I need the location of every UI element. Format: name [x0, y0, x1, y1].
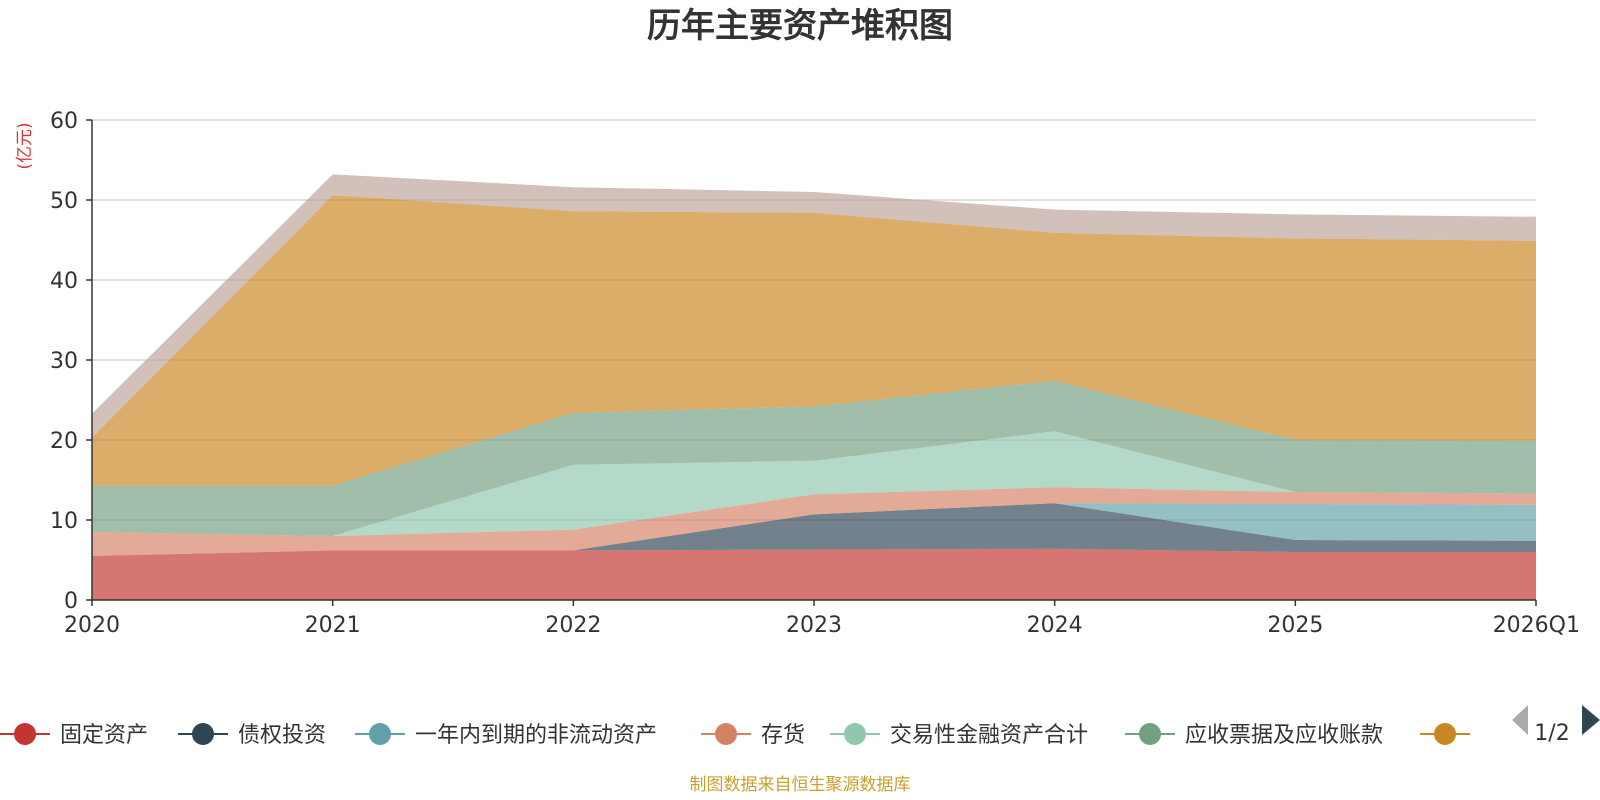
chart-title: 历年主要资产堆积图 — [647, 6, 953, 46]
data-source-footer: 制图数据来自恒生聚源数据库 — [690, 775, 911, 795]
area-series-6[interactable] — [92, 380, 1536, 536]
area-series-5[interactable] — [92, 431, 1536, 536]
legend-item-4[interactable]: 存货 — [701, 723, 805, 748]
x-tick-label: 2021 — [305, 613, 361, 638]
axes: 0 10 20 30 40 50 60 2020 2021 2022 2023 2024 2025 202… — [50, 109, 1580, 638]
legend-marker-icon — [844, 723, 866, 745]
x-tick-label: 2024 — [1027, 613, 1083, 638]
legend-page-indicator: 1/2 — [1534, 721, 1569, 746]
legend-item-7[interactable] — [1420, 723, 1470, 745]
legend-next-page-icon[interactable] — [1582, 705, 1600, 735]
y-tick-label: 60 — [50, 109, 78, 134]
y-tick-label: 40 — [50, 269, 78, 294]
y-axis-unit-label: (亿元) — [15, 122, 35, 169]
x-tick-label: 2025 — [1267, 613, 1323, 638]
legend-item-5[interactable]: 交易性金融资产合计 — [830, 723, 1088, 748]
legend[interactable]: 固定资产 债权投资 一年内到期的非流动资产 存货 交易性金融资产合计 应收票据及应收账款 — [0, 723, 1470, 748]
legend-item-2[interactable]: 债权投资 — [178, 723, 326, 748]
legend-item-6[interactable]: 应收票据及应收账款 — [1125, 723, 1383, 748]
legend-item-3[interactable]: 一年内到期的非流动资产 — [355, 723, 657, 748]
area-series-4[interactable] — [92, 487, 1536, 556]
area-series-2[interactable] — [92, 503, 1536, 556]
x-tick-label: 2026Q1 — [1493, 613, 1580, 638]
x-tick-label: 2022 — [545, 613, 601, 638]
legend-item-1[interactable]: 固定资产 — [0, 723, 148, 748]
legend-label: 存货 — [761, 723, 805, 748]
area-series-3[interactable] — [92, 503, 1536, 556]
legend-label: 固定资产 — [60, 723, 148, 748]
legend-pager: 1/2 — [1512, 705, 1600, 746]
legend-prev-page-icon[interactable] — [1512, 705, 1528, 735]
legend-marker-icon — [192, 723, 214, 745]
y-tick-label: 10 — [50, 509, 78, 534]
area-series-7[interactable] — [92, 195, 1536, 486]
x-tick-label: 2020 — [64, 613, 120, 638]
y-tick-label: 30 — [50, 349, 78, 374]
legend-marker-icon — [369, 723, 391, 745]
legend-label: 一年内到期的非流动资产 — [415, 723, 657, 748]
legend-label: 应收票据及应收账款 — [1185, 723, 1383, 748]
area-series-1[interactable] — [92, 548, 1536, 600]
area-series-group — [92, 174, 1536, 600]
legend-marker-icon — [1434, 723, 1456, 745]
y-tick-label: 50 — [50, 189, 78, 214]
legend-marker-icon — [715, 723, 737, 745]
legend-marker-icon — [14, 723, 36, 745]
y-tick-label: 0 — [64, 589, 78, 614]
y-tick-label: 20 — [50, 429, 78, 454]
legend-marker-icon — [1139, 723, 1161, 745]
x-tick-label: 2023 — [786, 613, 842, 638]
legend-label: 债权投资 — [238, 723, 326, 748]
legend-label: 交易性金融资产合计 — [890, 723, 1088, 748]
